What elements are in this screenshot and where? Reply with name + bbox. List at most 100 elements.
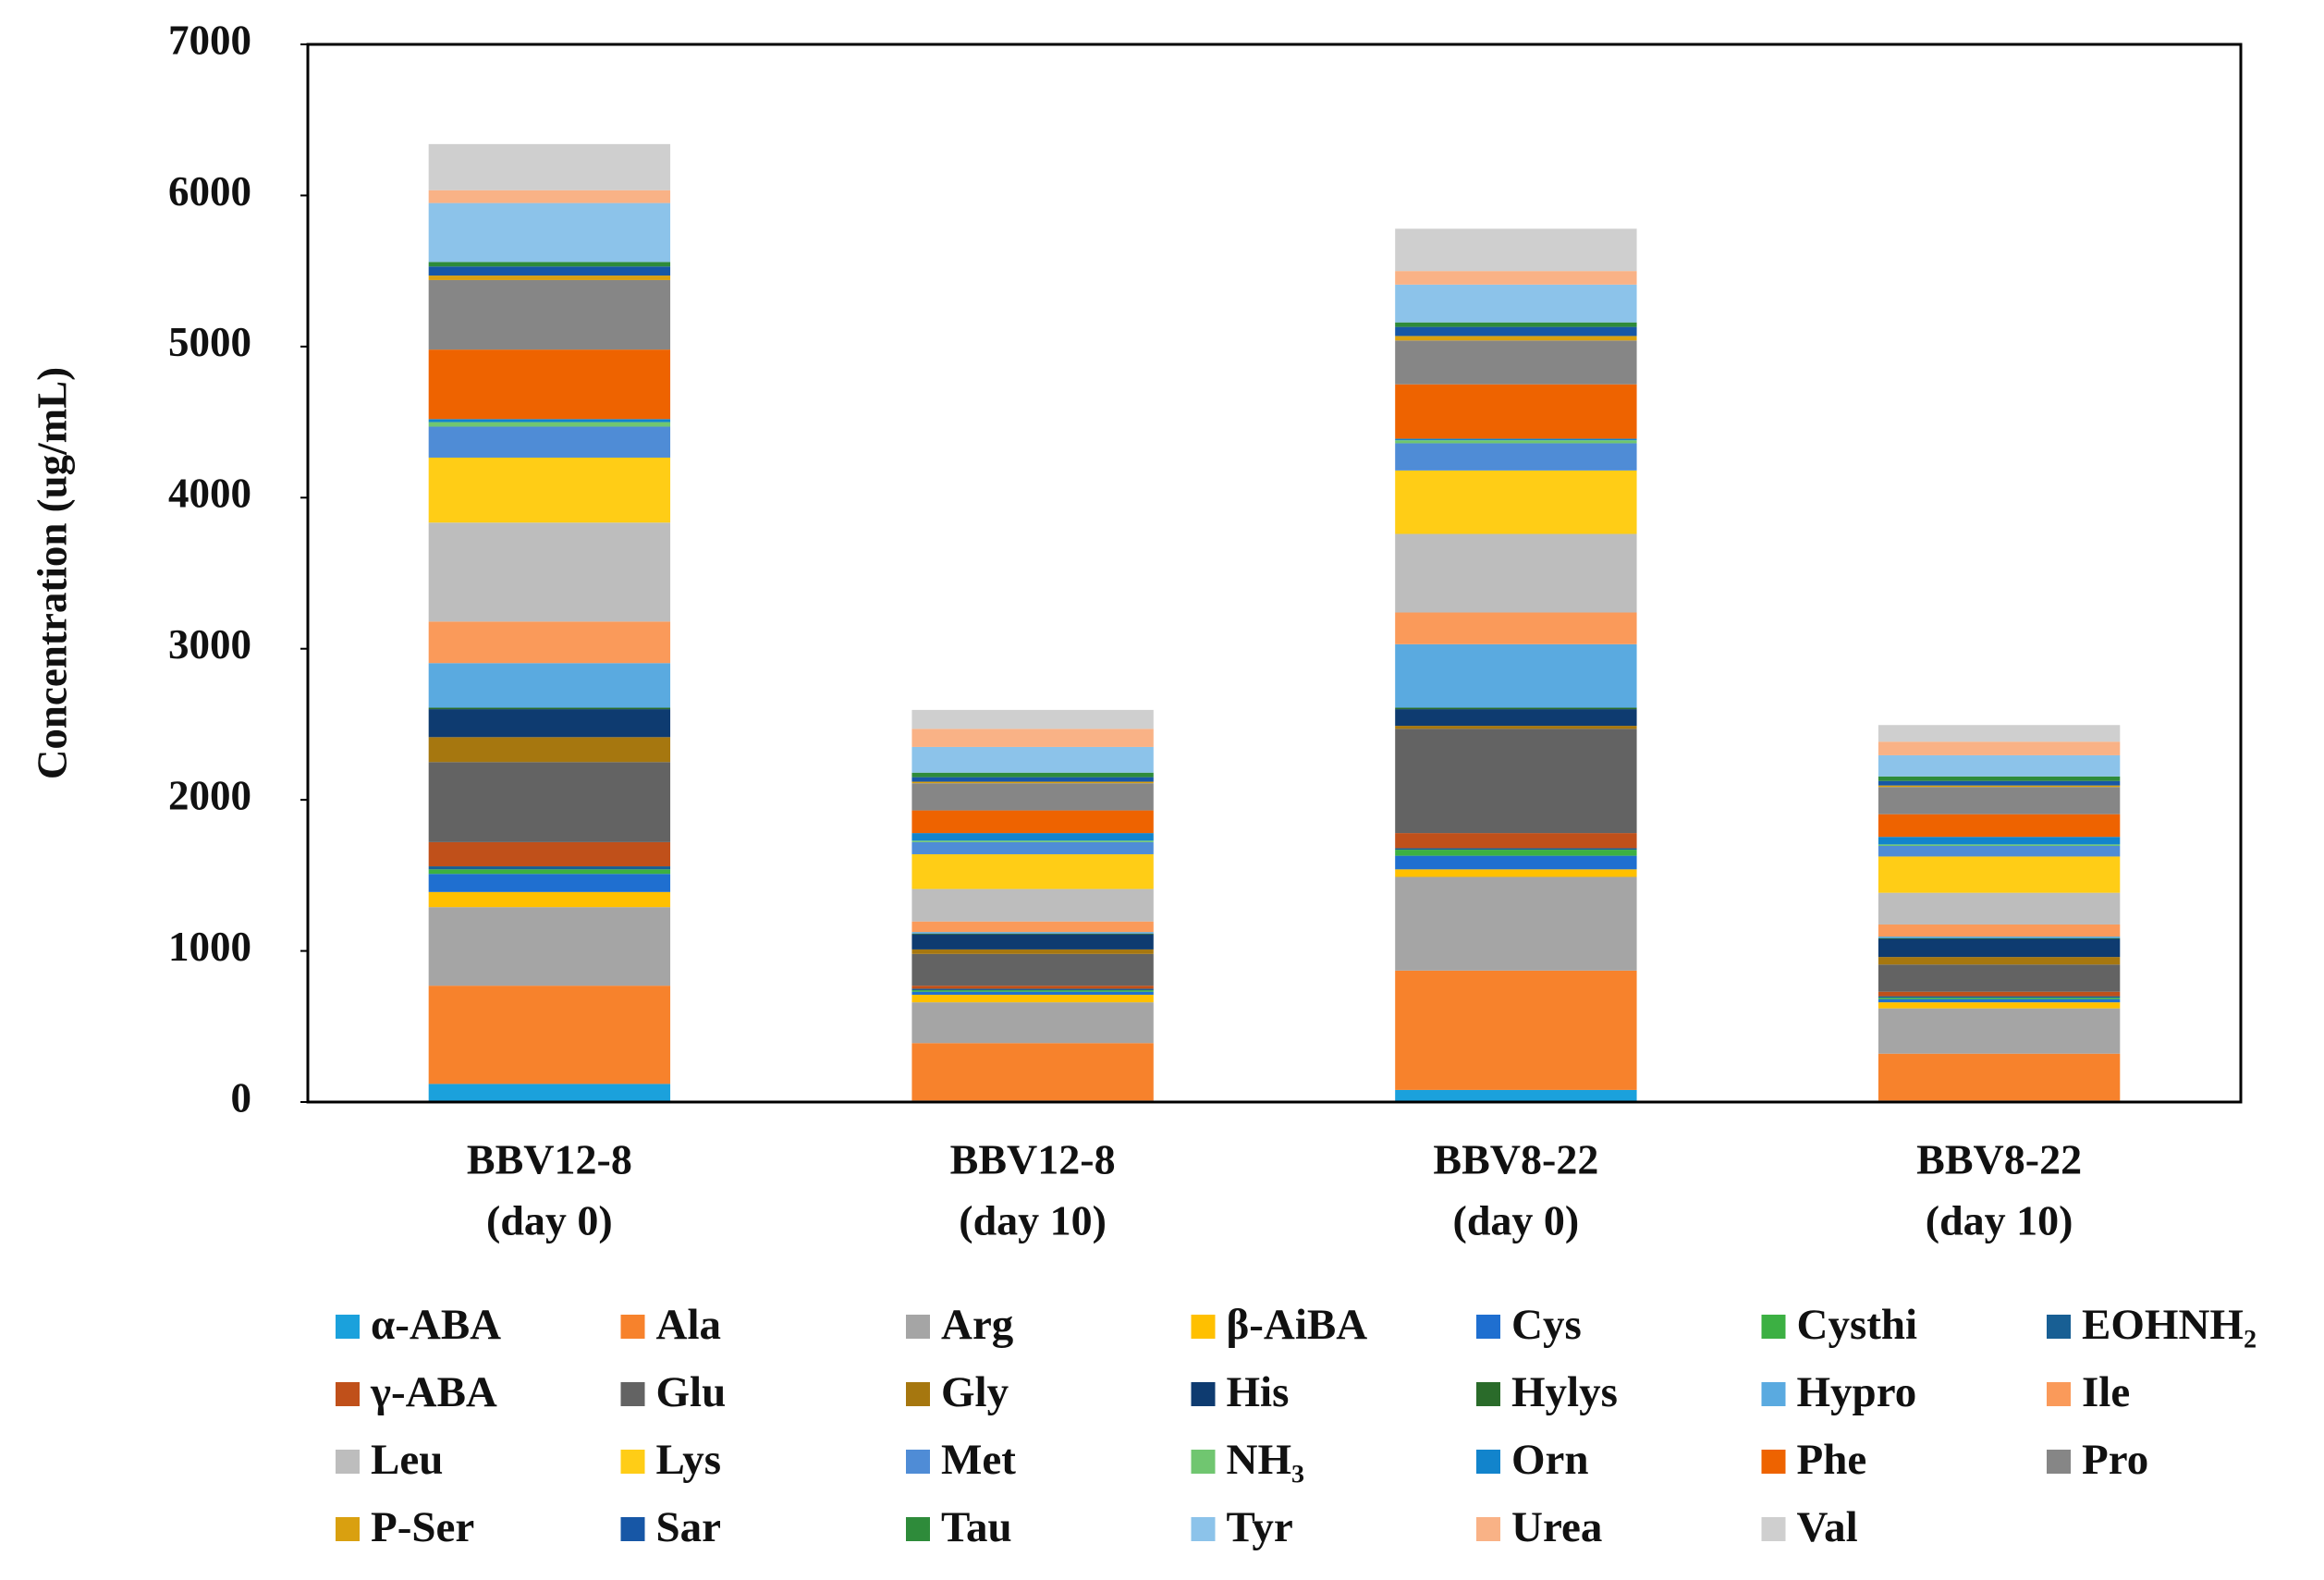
bar-segment [428,349,671,420]
legend-label: Ala [656,1301,722,1349]
bar-segment [1878,924,2121,937]
y-tick-label: 7000 [168,17,251,63]
x-tick-label: (day 10) [959,1197,1107,1244]
bar-segment [1395,340,1637,385]
y-tick-label: 3000 [168,621,251,668]
bar-segment [911,783,1154,811]
bar-segment [1395,726,1637,729]
bar-segment [1395,336,1637,341]
bar-segment [428,266,671,276]
bar-segment [911,777,1154,782]
bar-segment [1395,869,1637,877]
legend-swatch [620,1382,645,1406]
bar-segment [1878,991,2121,997]
bar-segment [428,1084,671,1102]
bar-segment [911,781,1154,784]
y-axis-label: Concentration (ug/mL) [29,367,75,779]
bar-segment [428,621,671,664]
legend-swatch [2047,1315,2071,1339]
plot-frame [306,43,2243,1104]
legend-swatch [620,1517,645,1541]
bar-segment [1878,1002,2121,1009]
bar-segment [1878,964,2121,992]
bar-segment [911,746,1154,773]
bar-segment [428,276,671,280]
bar-segment [428,866,671,870]
legend-label: Leu [371,1436,443,1484]
y-tick-label: 0 [231,1074,252,1121]
legend-label: Lys [656,1436,722,1484]
legend-label: P-Ser [371,1503,474,1551]
bar-segment [428,874,671,892]
bar-segment [911,933,1154,935]
legend-swatch [336,1517,360,1541]
legend-swatch [620,1315,645,1339]
legend-swatch [1191,1315,1216,1339]
legend-swatch [336,1450,360,1474]
bar-segment [1395,384,1637,439]
bar-segment [1395,470,1637,534]
bar-segment [1878,741,2121,755]
legend-label: Met [941,1436,1016,1484]
legend-swatch [2047,1450,2071,1474]
y-tick-label: 4000 [168,471,251,517]
bar-segment [911,991,1154,995]
x-tick-label: BBV8-22 [1916,1136,2082,1183]
bar-segment [911,994,1154,1003]
legend-label: Hypro [1797,1368,1917,1416]
bar-segment [911,934,1154,949]
bar-segment [1395,1089,1637,1102]
bar-segment [428,707,671,710]
x-tick-label: (day 0) [486,1197,613,1244]
legend-swatch [1761,1315,1786,1339]
legend-swatch [1191,1450,1216,1474]
bar-segment [428,457,671,523]
bar-segment [428,279,671,350]
bar-segment [1395,440,1637,444]
bar-segment [1878,787,2121,814]
bar-segment [428,663,671,708]
bar-segment [911,1002,1154,1044]
bar-segment [911,1043,1154,1101]
bar-segment [1878,814,2121,838]
y-tick-label: 1000 [168,924,251,970]
bar-segment [911,841,1154,854]
bar-segment [428,419,671,423]
legend-label: NH₃ [1227,1436,1305,1484]
legend-label: EOHNH₂ [2082,1301,2257,1349]
legend-label: β-AiBA [1227,1301,1368,1349]
legend-label: Orn [1511,1436,1589,1484]
bar-segment [1878,837,2121,845]
bar-segment [1395,322,1637,327]
bar-segment [1395,855,1637,870]
legend-label: Phe [1797,1436,1867,1484]
bar-segment [1878,780,2121,786]
y-tick-label: 2000 [168,772,251,818]
bar-segment [1878,998,2121,1003]
legend-swatch [620,1450,645,1474]
bar-segment [1878,892,2121,925]
bar-segment [1878,845,2121,857]
bar-segment [428,262,671,267]
bar-segment [1395,443,1637,471]
bar-segment [1395,284,1637,323]
bar-segment [428,841,671,867]
bar-segment [1878,844,2121,846]
bar-segment [428,190,671,203]
y-tick-label: 5000 [168,319,251,365]
bar-segment [428,737,671,763]
bar-segment [911,953,1154,986]
bar-segment [911,990,1154,992]
legend-swatch [906,1517,930,1541]
bar-segment [1878,725,2121,742]
bar-segment [1878,1053,2121,1101]
bar-segment [911,921,1154,933]
bar-segment [1395,729,1637,834]
bar-segment [1395,533,1637,613]
legend-swatch [1476,1315,1500,1339]
bar-segment [428,709,671,738]
legend-label: Glu [656,1368,727,1416]
bar-segment [1395,643,1637,708]
x-tick-label: (day 0) [1453,1197,1580,1244]
